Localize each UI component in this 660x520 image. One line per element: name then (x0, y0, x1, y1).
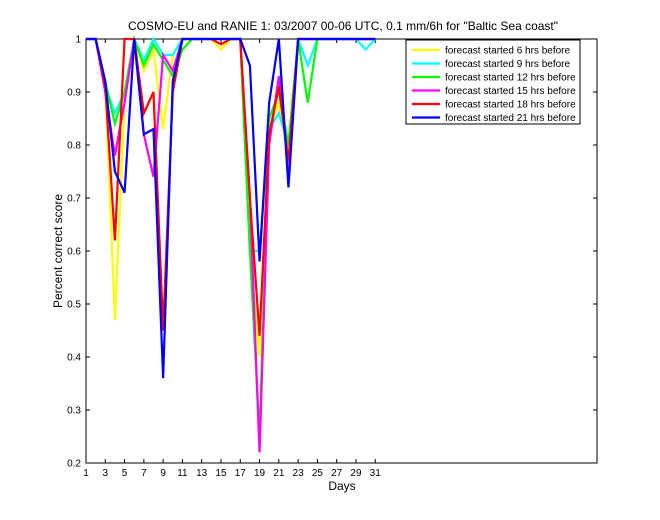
legend-entry-5: forecast started 18 hrs before (445, 100, 576, 111)
ticks: 1 3 5 7 9 11 13 15 17 19 21 23 25 27 29 310.20.30.40.50… (67, 35, 597, 479)
x-tick-label: 23 (293, 468, 305, 479)
y-tick-label: 0.7 (67, 194, 81, 205)
x-tick-label: 13 (196, 468, 208, 479)
legend-entry-1: forecast started 6 hrs before (445, 46, 571, 57)
x-tick-label: 29 (350, 468, 362, 479)
legend-entry-2: forecast started 9 hrs before (445, 59, 571, 70)
y-tick-label: 0.3 (67, 406, 81, 417)
y-tick-label: 0.4 (67, 353, 81, 364)
y-tick-label: 0.5 (67, 300, 81, 311)
x-axis-label: Days (328, 479, 355, 493)
x-tick-label: 1 (83, 468, 89, 479)
legend-box (405, 39, 581, 125)
legend: forecast started 6 hrs before forecast st… (405, 39, 581, 125)
y-tick-label: 0.9 (67, 88, 81, 99)
x-tick-label: 25 (312, 468, 324, 479)
y-tick-label: 0.6 (67, 247, 81, 258)
x-tick-label: 21 (273, 468, 285, 479)
x-tick-label: 19 (254, 468, 266, 479)
legend-entry-3: forecast started 12 hrs before (445, 73, 576, 84)
legend-entry-6: forecast started 21 hrs before (445, 113, 576, 124)
x-tick-label: 5 (122, 468, 128, 479)
x-tick-label: 31 (370, 468, 382, 479)
x-tick-label: 27 (331, 468, 343, 479)
series-line-6 (86, 37, 376, 379)
x-tick-label: 11 (177, 468, 188, 479)
y-tick-label: 0.8 (67, 141, 81, 152)
x-tick-label: 17 (235, 468, 247, 479)
x-tick-label: 7 (141, 468, 147, 479)
x-tick-label: 9 (160, 468, 166, 479)
y-tick-label: 1 (75, 35, 81, 46)
x-tick-label: 15 (215, 468, 227, 479)
series-layer (86, 34, 377, 453)
x-tick-label: 3 (103, 468, 109, 479)
y-axis-label: Percent correct score (51, 194, 65, 308)
legend-entry-4: forecast started 15 hrs before (445, 86, 576, 97)
chart-title: COSMO-EU and RANIE 1: 03/2007 00-06 UTC,… (128, 19, 558, 33)
y-tick-label: 0.2 (67, 459, 81, 470)
